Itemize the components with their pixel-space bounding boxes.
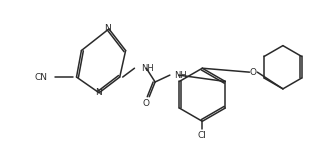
Text: N: N bbox=[105, 24, 111, 33]
Text: CN: CN bbox=[35, 73, 48, 82]
Text: NH: NH bbox=[174, 71, 187, 80]
Text: NH: NH bbox=[141, 64, 154, 73]
Text: O: O bbox=[250, 68, 257, 77]
Text: N: N bbox=[95, 88, 101, 97]
Text: Cl: Cl bbox=[198, 131, 207, 139]
Text: O: O bbox=[143, 99, 150, 108]
